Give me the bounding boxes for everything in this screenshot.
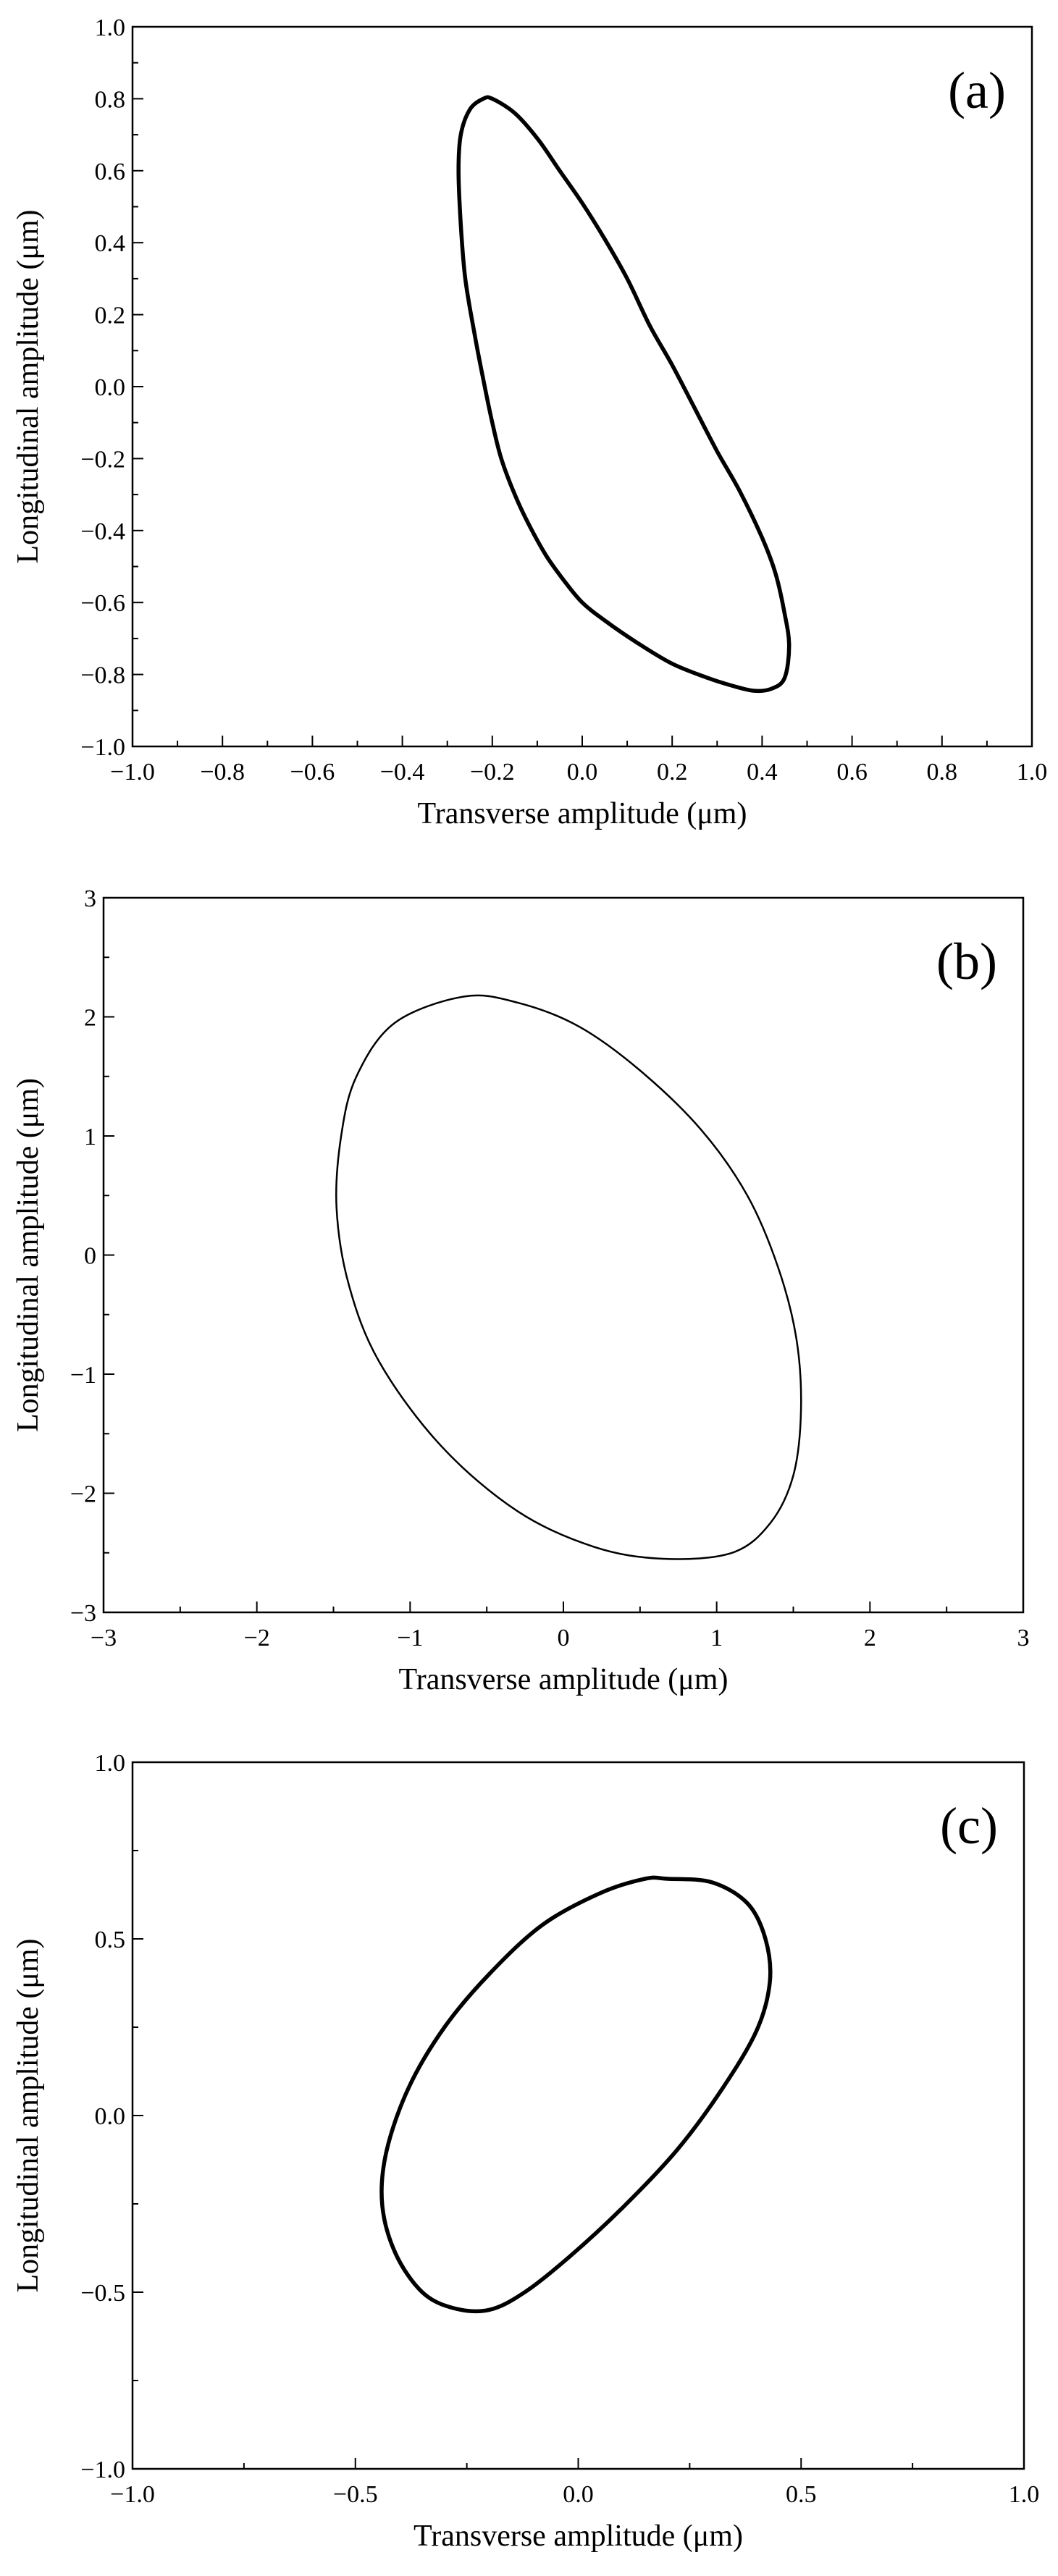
plot-frame (131, 25, 1033, 748)
y-tick-label: 0.6 (95, 159, 126, 185)
y-tick-label: 0.0 (95, 2103, 126, 2130)
y-tick-label: −0.2 (80, 446, 125, 473)
chart-panel-c: −1.0 −0.5 0.0 0.5 1.0 −1.0 −0.5 0.0 0.5 1.0 Transv… (12, 1750, 1039, 2553)
x-tick-label: 1.0 (1009, 2481, 1040, 2508)
y-tick-label: −3 (70, 1600, 96, 1627)
x-tick-label: 0.5 (786, 2481, 817, 2508)
x-tick-label: −0.6 (290, 759, 335, 786)
y-tick-label: −1.0 (80, 734, 125, 761)
x-tick-label: −0.8 (200, 759, 245, 786)
y-tick-label: 2 (84, 1005, 96, 1032)
orbit-curve (379, 1875, 773, 2314)
x-tick-label: −1.0 (110, 759, 155, 786)
y-tick-label: −0.8 (80, 662, 125, 689)
x-tick-label: 0 (558, 1625, 570, 1651)
plot-frame (131, 1761, 1025, 2470)
y-tick-label: 0 (84, 1243, 96, 1270)
y-axis-title: Longitudinal amplitude (μm) (12, 1938, 45, 2292)
y-tick-label: −0.6 (80, 590, 125, 617)
y-tick-label: 3 (84, 885, 96, 912)
y-tick-label: −0.4 (80, 518, 125, 545)
y-tick-label: 0.8 (95, 86, 126, 113)
panel-label: (a) (948, 62, 1006, 119)
y-tick-label: −2 (70, 1481, 96, 1508)
chart-panel-a: −1.0 −0.8 −0.6 −0.4 −0.2 0.0 0.2 0.4 0.6 0.8 1.0 −1… (12, 14, 1047, 830)
x-tick-label: 1.0 (1017, 759, 1048, 786)
y-tick-label: 0.2 (95, 303, 126, 329)
x-tick-label: 2 (864, 1625, 876, 1651)
panel-label: (b) (936, 933, 997, 990)
x-tick-label: −1 (397, 1625, 423, 1651)
orbit-curve (456, 95, 792, 694)
x-tick-label: 0.0 (567, 759, 598, 786)
x-tick-label: −0.5 (333, 2481, 378, 2508)
x-tick-label: 1 (710, 1625, 723, 1651)
x-tick-label: −0.2 (470, 759, 515, 786)
y-tick-label: −0.5 (80, 2280, 125, 2307)
y-tick-label: −1.0 (80, 2457, 125, 2483)
y-tick-label: −1 (70, 1362, 96, 1389)
y-tick-label: 1.0 (95, 14, 126, 41)
x-tick-label: −2 (244, 1625, 270, 1651)
plot-frame (102, 896, 1025, 1614)
y-tick-label: 0.4 (95, 230, 126, 257)
y-tick-label: 0.0 (95, 374, 126, 401)
x-tick-label: −3 (91, 1625, 117, 1651)
x-tick-label: −1.0 (110, 2481, 155, 2508)
x-axis-title: Transverse amplitude (μm) (399, 1663, 729, 1696)
x-tick-label: 0.8 (927, 759, 958, 786)
chart-panel-b: −3 −2 −1 0 1 2 3 −3 −2 −1 0 1 2 3 Transverse amplitude… (12, 885, 1030, 1696)
y-tick-label: 0.5 (95, 1927, 126, 1953)
panel-label: (c) (940, 1797, 998, 1855)
x-axis-title: Transverse amplitude (μm) (413, 2520, 743, 2553)
x-tick-label: −0.4 (380, 759, 425, 786)
y-axis-title: Longitudinal amplitude (μm) (12, 1078, 45, 1432)
y-tick-label: 1.0 (95, 1750, 126, 1777)
orbit-curve (335, 994, 802, 1560)
x-tick-label: 3 (1017, 1625, 1030, 1651)
y-tick-label: 1 (84, 1124, 96, 1150)
x-tick-label: 0.2 (657, 759, 688, 786)
x-tick-label: 0.4 (747, 759, 778, 786)
x-axis-title: Transverse amplitude (μm) (418, 797, 747, 830)
y-axis-title: Longitudinal amplitude (μm) (12, 209, 45, 563)
x-tick-label: 0.6 (836, 759, 868, 786)
x-tick-label: 0.0 (563, 2481, 594, 2508)
